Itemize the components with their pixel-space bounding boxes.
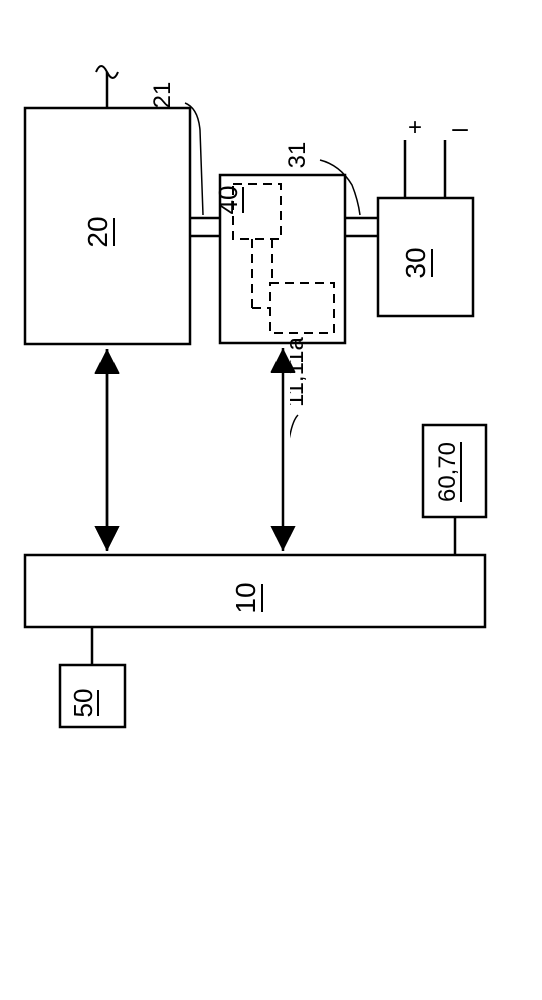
block-50-label: 50 — [68, 689, 98, 718]
block-10-label: 10 — [230, 582, 261, 613]
block-6070-label: 60,70 — [434, 442, 461, 502]
final-layer: 10 10 50 60,70 — [0, 0, 542, 1000]
